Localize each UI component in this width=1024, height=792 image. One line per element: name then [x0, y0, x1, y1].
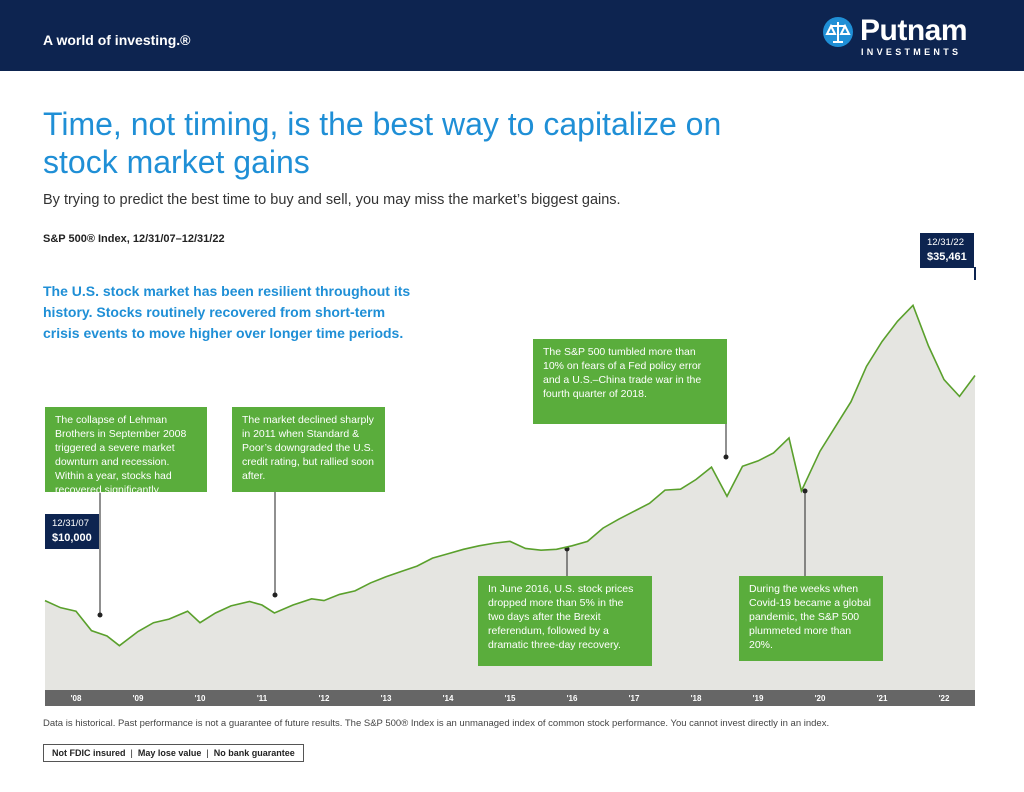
x-tick-label: '17 — [629, 694, 640, 703]
brand: Putnam — [860, 14, 968, 47]
x-tick-label: '10 — [195, 694, 206, 703]
lead: The U.S. stock market has been resilient… — [43, 283, 411, 341]
title: Time, not timing, is the best way to cap… — [43, 106, 722, 180]
end-flag: 12/31/22 $35,461 — [920, 233, 974, 268]
x-axis-band — [45, 690, 975, 706]
x-tick-label: '11 — [257, 694, 268, 703]
annotation: The S&P 500 tumbled more than 10% on fea… — [533, 339, 727, 424]
annotation: The market declined sharply in 2011 when… — [232, 407, 385, 492]
x-tick-label: '09 — [133, 694, 144, 703]
annotation: In June 2016, U.S. stock prices dropped … — [478, 576, 652, 666]
start-date: 12/31/07 — [52, 518, 89, 529]
end-value: $35,461 — [927, 251, 967, 263]
end-date: 12/31/22 — [927, 237, 964, 248]
chart-title: S&P 500® Index, 12/31/07–12/31/22 — [43, 233, 225, 245]
badge: Not FDIC insured — [52, 748, 126, 758]
badge: No bank guarantee — [201, 748, 294, 758]
x-tick-label: '16 — [567, 694, 578, 703]
footnote: Data is historical. Past performance is … — [43, 718, 830, 729]
header: A world of investing.® Putnam INVESTMENT… — [0, 0, 1024, 71]
x-tick-label: '13 — [381, 694, 392, 703]
x-tick-label: '12 — [319, 694, 330, 703]
subtitle: By trying to predict the best time to bu… — [43, 192, 621, 208]
brand-sub: INVESTMENTS — [861, 47, 962, 57]
start-flag: 12/31/07 $10,000 — [45, 514, 99, 549]
badges: Not FDIC insuredMay lose valueNo bank gu… — [43, 744, 304, 762]
annotation: During the weeks when Covid-19 became a … — [739, 576, 883, 661]
logo-icon — [823, 17, 853, 47]
x-tick-label: '21 — [877, 694, 888, 703]
x-tick-label: '18 — [691, 694, 702, 703]
x-tick-label: '19 — [753, 694, 764, 703]
annotation: The collapse of Lehman Brothers in Septe… — [45, 407, 207, 496]
x-tick-label: '15 — [505, 694, 516, 703]
x-tick-label: '20 — [815, 694, 826, 703]
x-tick-label: '14 — [443, 694, 454, 703]
badge: May lose value — [126, 748, 202, 758]
tagline: A world of investing.® — [43, 32, 191, 48]
x-tick-label: '08 — [71, 694, 82, 703]
x-tick-label: '22 — [939, 694, 950, 703]
start-value: $10,000 — [52, 532, 92, 544]
